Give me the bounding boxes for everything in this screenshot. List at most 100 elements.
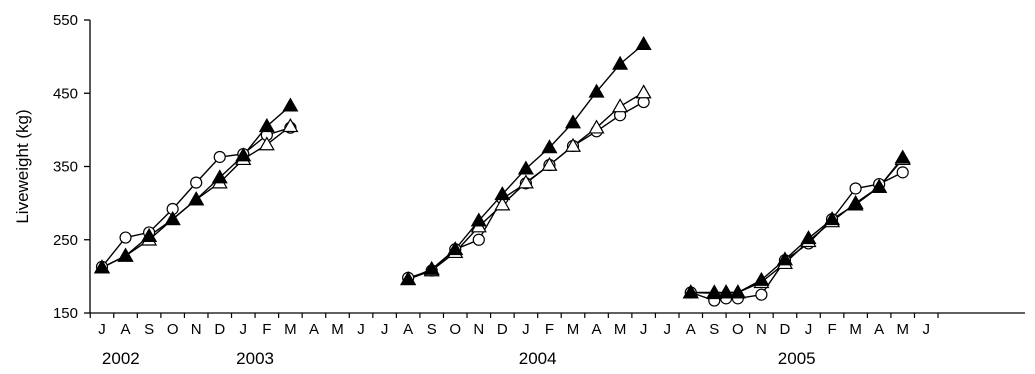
- data-point-filled-triangle: [541, 139, 558, 154]
- data-point-open-circle: [849, 182, 862, 195]
- data-point-filled-triangle: [776, 251, 793, 266]
- year-label: 2005: [778, 349, 816, 368]
- year-label: 2004: [519, 349, 557, 368]
- y-tick-label: 550: [53, 12, 78, 29]
- data-point-filled-triangle: [612, 55, 629, 70]
- month-label: J: [805, 321, 813, 338]
- data-point-filled-triangle: [517, 160, 534, 175]
- month-label: F: [545, 321, 554, 338]
- month-label: O: [732, 321, 744, 338]
- month-label: N: [756, 321, 767, 338]
- data-point-filled-triangle: [141, 227, 158, 242]
- month-label: O: [167, 321, 179, 338]
- markers-filled-triangle: [93, 35, 911, 299]
- data-point-filled-triangle: [635, 35, 652, 51]
- series-line-open-circle: [690, 171, 904, 302]
- month-label: N: [191, 321, 202, 338]
- month-label: A: [121, 321, 131, 338]
- month-label: M: [849, 321, 862, 338]
- year-label: 2003: [236, 349, 274, 368]
- month-label: O: [449, 321, 461, 338]
- data-point-open-circle: [755, 288, 768, 301]
- data-point-filled-triangle: [588, 83, 605, 98]
- data-point-filled-triangle: [117, 247, 134, 262]
- month-label: M: [896, 321, 909, 338]
- data-point-open-triangle: [635, 84, 652, 99]
- data-point-filled-triangle: [93, 259, 111, 274]
- data-point-filled-triangle: [258, 118, 275, 133]
- data-point-open-circle: [472, 233, 485, 246]
- data-point-filled-triangle: [871, 178, 888, 193]
- data-point-filled-triangle: [400, 271, 417, 286]
- data-point-filled-triangle: [729, 284, 746, 299]
- series-layer: [93, 35, 911, 307]
- data-point-filled-triangle: [564, 114, 582, 129]
- data-point-open-triangle: [564, 137, 582, 152]
- data-point-filled-triangle: [235, 147, 252, 162]
- data-point-filled-triangle: [494, 186, 511, 201]
- month-label: J: [240, 321, 248, 338]
- year-label: 2002: [102, 349, 140, 368]
- series-line-filled-triangle: [690, 157, 904, 294]
- month-label: J: [923, 321, 931, 338]
- data-point-filled-triangle: [800, 230, 817, 245]
- month-label: A: [874, 321, 884, 338]
- data-point-open-triangle: [588, 119, 605, 134]
- data-point-filled-triangle: [847, 196, 864, 211]
- data-point-filled-triangle: [282, 97, 299, 112]
- data-point-open-circle: [190, 176, 203, 189]
- month-label: N: [473, 321, 484, 338]
- data-point-filled-triangle: [423, 260, 440, 275]
- month-label: S: [144, 321, 154, 338]
- month-label: J: [522, 321, 530, 338]
- data-point-open-triangle: [517, 174, 534, 189]
- data-point-filled-triangle: [718, 284, 735, 299]
- month-label: J: [663, 321, 671, 338]
- data-point-open-triangle: [494, 196, 511, 211]
- data-point-filled-triangle: [753, 271, 770, 286]
- data-point-filled-triangle: [894, 149, 911, 164]
- data-point-filled-triangle: [706, 284, 723, 299]
- month-label: D: [780, 321, 791, 338]
- month-label: D: [497, 321, 508, 338]
- data-point-filled-triangle: [211, 169, 228, 184]
- month-label: M: [614, 321, 627, 338]
- series-line-open-circle: [407, 101, 644, 279]
- data-point-open-circle: [896, 166, 909, 179]
- data-point-filled-triangle: [824, 211, 841, 226]
- data-point-filled-triangle: [447, 241, 464, 256]
- month-label: A: [686, 321, 696, 338]
- month-label: S: [427, 321, 437, 338]
- month-label: J: [381, 321, 389, 338]
- data-point-open-triangle: [612, 98, 629, 113]
- series-line-open-triangle: [690, 158, 904, 294]
- month-label: S: [709, 321, 719, 338]
- month-label: F: [827, 321, 836, 338]
- month-label: D: [214, 321, 225, 338]
- month-label: M: [331, 321, 344, 338]
- data-point-filled-triangle: [682, 284, 699, 299]
- y-tick-label: 450: [53, 85, 78, 102]
- y-tick-label: 350: [53, 159, 78, 176]
- data-point-open-triangle: [282, 118, 299, 133]
- data-point-filled-triangle: [470, 212, 487, 227]
- month-label: J: [98, 321, 106, 338]
- month-label: A: [592, 321, 602, 338]
- month-label: M: [567, 321, 580, 338]
- y-tick-label: 150: [53, 305, 78, 322]
- month-label: J: [640, 321, 648, 338]
- data-point-open-triangle: [541, 156, 558, 171]
- month-label: A: [309, 321, 319, 338]
- month-label: F: [262, 321, 271, 338]
- data-point-open-circle: [119, 231, 132, 244]
- data-point-open-circle: [213, 150, 226, 164]
- month-label: M: [284, 321, 297, 338]
- data-point-filled-triangle: [188, 191, 205, 206]
- month-label: A: [403, 321, 413, 338]
- data-point-filled-triangle: [164, 211, 181, 226]
- data-point-open-triangle: [258, 136, 275, 151]
- y-axis-label: Liveweight (kg): [13, 109, 32, 223]
